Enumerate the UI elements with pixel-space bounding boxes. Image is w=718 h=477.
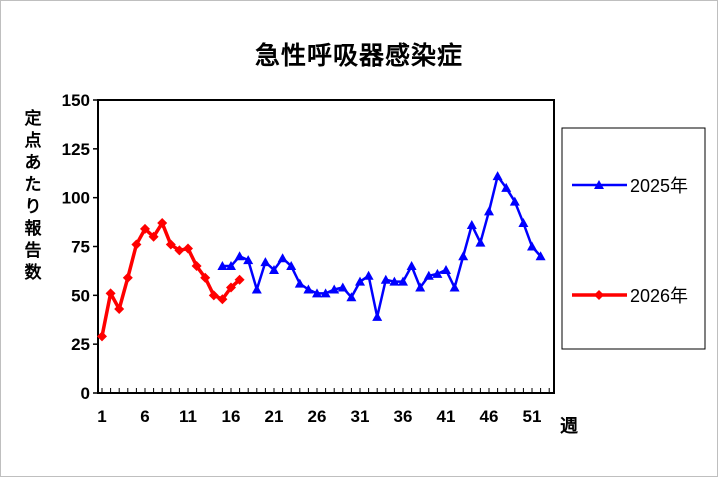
data-point xyxy=(518,218,529,228)
data-point xyxy=(183,243,193,254)
data-point xyxy=(260,257,271,267)
data-point xyxy=(363,270,374,280)
data-point xyxy=(372,311,383,321)
data-point xyxy=(312,288,322,298)
y-tick-label: 150 xyxy=(62,91,90,110)
plot-border xyxy=(97,99,555,394)
x-tick-label: 31 xyxy=(351,407,370,426)
data-point xyxy=(208,290,219,301)
data-point xyxy=(226,261,236,271)
y-axis-label: 定点あたり報告数 xyxy=(24,109,42,283)
data-point xyxy=(157,218,168,229)
data-point xyxy=(389,276,400,286)
y-tick-label: 25 xyxy=(71,335,90,354)
data-point xyxy=(415,282,426,292)
x-tick-label: 21 xyxy=(265,407,284,426)
y-tick-label: 75 xyxy=(71,238,90,257)
data-point xyxy=(277,253,288,263)
x-tick-label: 26 xyxy=(308,407,327,426)
data-point xyxy=(200,272,211,283)
data-point xyxy=(449,282,460,292)
data-point xyxy=(303,284,314,294)
data-point xyxy=(251,284,262,294)
data-point xyxy=(114,304,125,315)
data-point xyxy=(234,274,245,285)
x-tick-label: 16 xyxy=(222,407,241,426)
x-tick-label: 51 xyxy=(523,407,542,426)
data-point xyxy=(243,255,254,265)
data-point xyxy=(527,241,537,251)
data-point xyxy=(432,268,443,278)
data-point xyxy=(217,294,228,305)
data-point xyxy=(346,292,357,302)
data-point xyxy=(131,239,142,250)
data-point xyxy=(423,270,434,280)
data-point xyxy=(174,245,185,256)
data-point xyxy=(191,261,202,272)
x-axis-label: 週 xyxy=(560,416,578,437)
y-tick-label: 125 xyxy=(62,140,90,159)
chart-title: 急性呼吸器感染症 xyxy=(254,41,463,70)
x-tick-label: 46 xyxy=(480,407,499,426)
data-point xyxy=(286,261,297,271)
data-point xyxy=(466,220,477,230)
data-point xyxy=(406,261,417,271)
data-point xyxy=(535,251,546,261)
legend-box xyxy=(561,127,706,350)
data-point xyxy=(148,231,159,242)
data-point xyxy=(355,276,365,286)
data-point xyxy=(594,180,604,189)
data-point xyxy=(234,251,245,261)
data-point xyxy=(475,237,486,247)
data-point xyxy=(294,278,305,288)
x-tick-label: 41 xyxy=(437,407,456,426)
data-point xyxy=(509,196,520,206)
x-tick-label: 36 xyxy=(394,407,413,426)
data-point xyxy=(484,206,494,216)
x-tick-label: 6 xyxy=(140,407,149,426)
data-point xyxy=(140,223,150,234)
x-tick-label: 11 xyxy=(179,407,197,426)
legend-label: 2025年 xyxy=(630,176,688,196)
data-point xyxy=(105,288,116,299)
data-point xyxy=(269,264,279,274)
x-tick-label: 1 xyxy=(97,407,106,426)
data-point xyxy=(226,282,236,293)
y-tick-label: 50 xyxy=(71,286,90,305)
data-point xyxy=(380,274,391,284)
data-point xyxy=(97,331,107,342)
data-point xyxy=(320,288,331,298)
data-point xyxy=(329,284,340,294)
data-point xyxy=(594,290,604,300)
data-point xyxy=(165,239,176,250)
data-point xyxy=(217,261,228,271)
data-point xyxy=(122,272,133,283)
y-tick-label: 100 xyxy=(62,189,90,208)
data-point xyxy=(398,276,408,286)
data-point xyxy=(492,171,503,181)
data-point xyxy=(501,182,512,192)
legend-label: 2026年 xyxy=(630,286,688,306)
data-point xyxy=(337,282,348,292)
data-point xyxy=(458,251,469,261)
data-point xyxy=(441,264,451,274)
y-tick-label: 0 xyxy=(81,384,90,403)
